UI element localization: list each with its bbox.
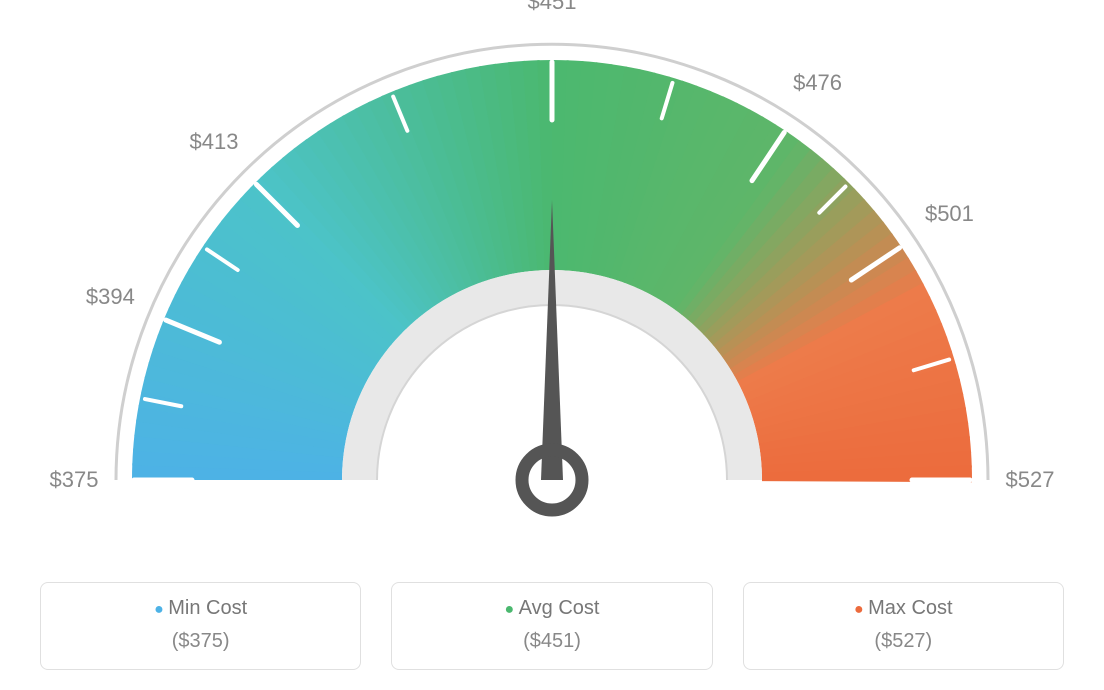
legend-max-value: ($527) (744, 630, 1063, 653)
gauge-tick-label: $375 (50, 467, 99, 493)
cost-gauge: $375 $394 $413 $451 $476 $501 $527 (0, 0, 1104, 565)
gauge-tick-label: $451 (528, 0, 577, 15)
gauge-tick-label: $394 (86, 284, 135, 310)
legend-min-value: ($375) (41, 630, 360, 653)
legend-row: Min Cost ($375) Avg Cost ($451) Max Cost… (0, 582, 1104, 670)
legend-max: Max Cost ($527) (743, 582, 1064, 670)
gauge-tick-label: $476 (793, 70, 842, 96)
legend-avg-value: ($451) (392, 630, 711, 653)
legend-avg-label: Avg Cost (392, 597, 711, 620)
gauge-tick-label: $413 (190, 129, 239, 155)
legend-avg: Avg Cost ($451) (391, 582, 712, 670)
legend-min-label: Min Cost (41, 597, 360, 620)
gauge-tick-label: $501 (925, 201, 974, 227)
legend-max-label: Max Cost (744, 597, 1063, 620)
gauge-tick-label: $527 (1006, 467, 1055, 493)
legend-min: Min Cost ($375) (40, 582, 361, 670)
gauge-svg (0, 0, 1104, 565)
